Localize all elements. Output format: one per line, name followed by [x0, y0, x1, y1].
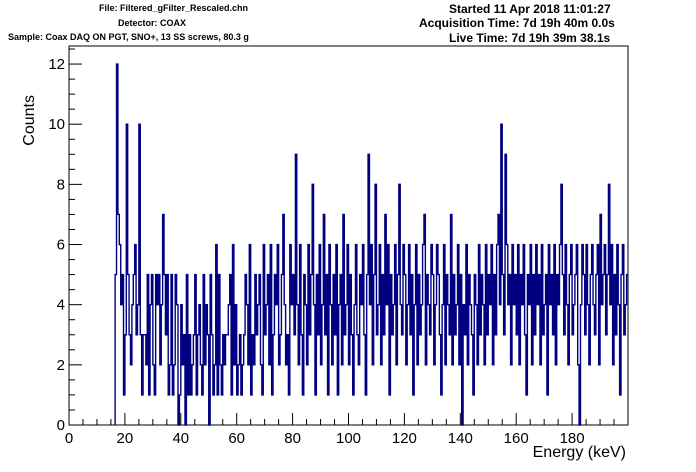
y-axis-title: Counts [21, 95, 38, 146]
y-tick-label: 0 [57, 417, 65, 434]
histogram-series [114, 63, 628, 426]
x-tick-label: 180 [560, 430, 585, 447]
sample-label: Sample: Coax DAQ ON PGT, SNO+, 13 SS scr… [8, 32, 249, 42]
x-tick-label: 160 [504, 430, 529, 447]
start-time-label: Started 11 Apr 2018 11:01:27 [449, 2, 611, 16]
y-tick-label: 4 [57, 297, 65, 314]
y-axis: 0 2 4 6 8 10 12 [48, 48, 82, 434]
detector-label: Detector: COAX [118, 18, 187, 28]
y-tick-label: 2 [57, 357, 65, 374]
y-tick-label: 12 [48, 56, 65, 73]
plot-frame [68, 45, 629, 426]
x-tick-label: 140 [448, 430, 473, 447]
x-tick-label: 40 [172, 430, 189, 447]
x-tick-label: 120 [392, 430, 417, 447]
y-tick-label: 10 [48, 116, 65, 133]
x-tick-label: 0 [65, 430, 73, 447]
y-tick-label: 6 [57, 237, 65, 254]
x-tick-label: 80 [284, 430, 301, 447]
acquisition-time-label: Acquisition Time: 7d 19h 40m 0.0s [419, 16, 615, 30]
x-tick-label: 60 [228, 430, 245, 447]
file-name-label: File: Filtered_gFilter_Rescaled.chn [99, 3, 249, 13]
live-time-label: Live Time: 7d 19h 39m 38.1s [449, 31, 611, 45]
x-tick-label: 20 [117, 430, 134, 447]
x-axis-title: Energy (keV) [533, 444, 626, 461]
y-tick-label: 8 [57, 176, 65, 193]
x-axis: 0 20 40 60 80 100 120 140 160 180 [65, 413, 629, 447]
x-tick-label: 100 [336, 430, 361, 447]
